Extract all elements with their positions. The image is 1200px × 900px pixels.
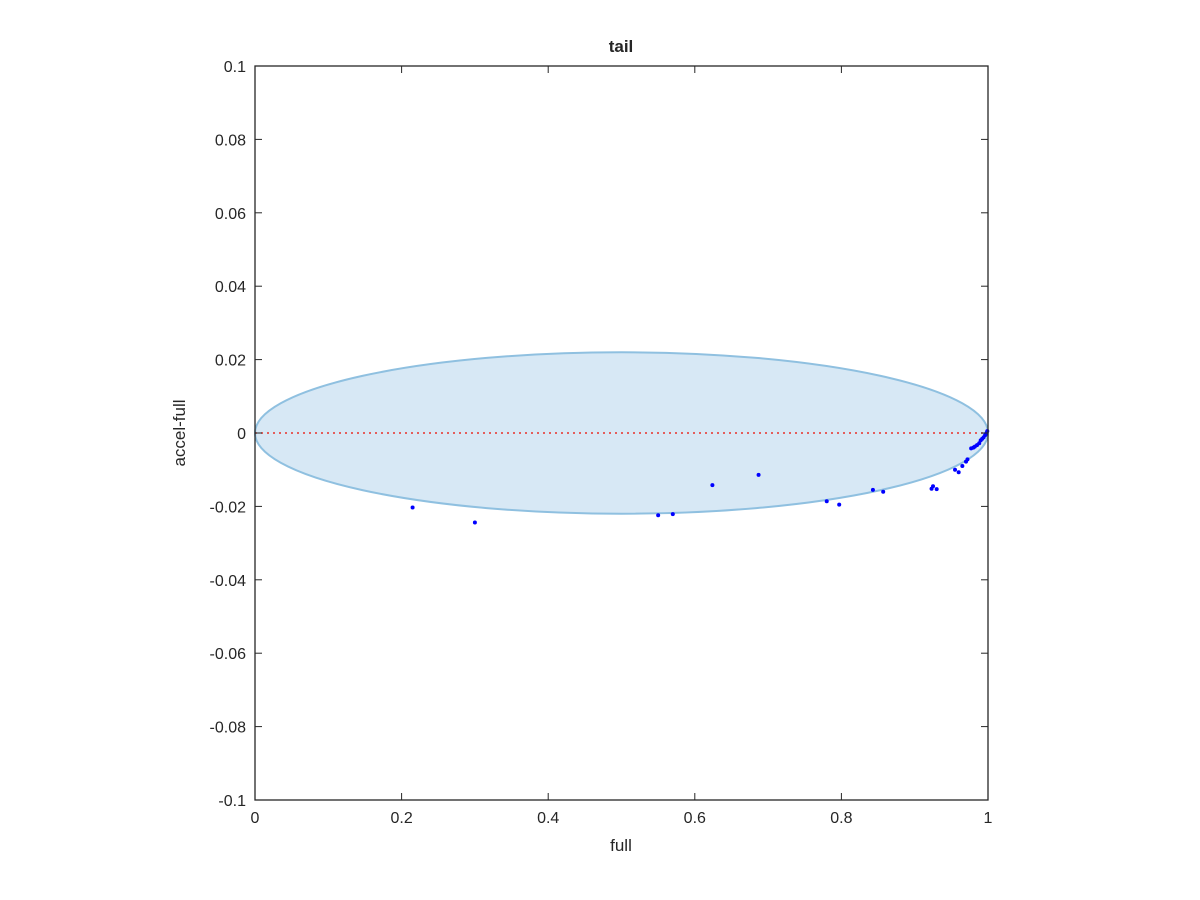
- data-points-layer: [410, 429, 990, 525]
- data-point: [934, 487, 939, 492]
- y-tick-label: 0.02: [215, 353, 246, 370]
- data-point: [931, 484, 936, 489]
- data-point: [870, 487, 875, 492]
- y-tick-label: 0.04: [215, 279, 246, 296]
- y-tick-label: -0.1: [218, 793, 246, 810]
- data-point: [756, 472, 761, 477]
- y-tick-label: 0.1: [224, 59, 246, 76]
- data-point: [881, 489, 886, 494]
- y-axis-label: accel-full: [170, 399, 189, 466]
- y-tick-label: -0.04: [210, 573, 247, 590]
- data-point: [710, 483, 715, 488]
- x-tick-label: 0.8: [830, 810, 852, 827]
- x-tick-label: 0.6: [684, 810, 706, 827]
- data-point: [965, 457, 970, 462]
- data-point: [656, 513, 661, 518]
- axes-layer: 0 0.2 0.4 0.6 0.8 1 0.1 0.08 0.06 0.04 0.02 0 -0.02 -…: [210, 59, 993, 827]
- x-tick-label: 0: [251, 810, 260, 827]
- y-tick-label: -0.06: [210, 646, 247, 663]
- chart-title: tail: [609, 37, 634, 56]
- y-tick-label: -0.08: [210, 720, 247, 737]
- data-point: [410, 505, 415, 510]
- data-point: [670, 512, 675, 517]
- y-tick-label: 0.08: [215, 132, 246, 149]
- x-tick-label: 0.4: [537, 810, 559, 827]
- data-point: [837, 502, 842, 507]
- data-point: [824, 499, 829, 504]
- y-tick-label: -0.02: [210, 499, 247, 516]
- y-tick-label: 0.06: [215, 206, 246, 223]
- x-tick-label: 1: [984, 810, 993, 827]
- data-point: [960, 464, 965, 469]
- data-point: [953, 467, 958, 472]
- x-tick-label: 0.2: [390, 810, 412, 827]
- data-point: [956, 470, 961, 475]
- data-point: [472, 520, 477, 525]
- y-tick-label: 0: [237, 426, 246, 443]
- x-axis-label: full: [610, 836, 632, 855]
